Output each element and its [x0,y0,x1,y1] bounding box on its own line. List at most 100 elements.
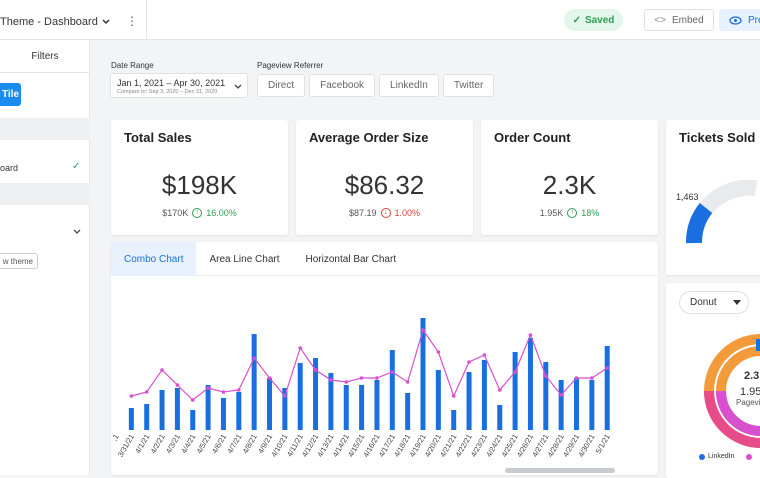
line-point [559,393,563,397]
line-point [298,346,303,350]
card-title: Average Order Size [309,130,429,145]
line-point [390,370,395,374]
line-point [144,390,149,394]
referrer-button[interactable]: LinkedIn [379,74,439,97]
change-icon: ↑ [567,208,578,218]
kpi-comparison: $87.19 ↓ 1.00% [296,208,473,218]
line-point [267,376,272,380]
bar [451,410,457,430]
referrer-button[interactable]: Direct [257,74,306,97]
change-icon: ↑ [192,208,203,218]
sidebar: Filters Tile oard ✓ w theme [0,40,90,475]
card-title: Total Sales [124,130,192,145]
chart-tab[interactable]: Area Line Chart [209,253,280,265]
line-point [405,380,410,384]
bar [236,392,242,430]
line-point [190,398,195,402]
caret [732,299,741,305]
tickets-card: Tickets Sold 1,463 [666,120,760,275]
kpi-comparison: $170K ↑ 16.00% [111,208,288,218]
gauge-value: 1,463 [676,192,699,202]
line-point [528,333,533,337]
referrer-label: Pageview Referrer [257,61,324,70]
filters-tab[interactable]: Filters [0,40,90,73]
section-header [0,118,90,140]
donut [704,334,760,448]
kpi-value: $86.32 [344,170,425,200]
x-tick-label: ,1 [110,433,121,443]
chevron [102,19,110,25]
chart-tab[interactable]: Combo Chart [111,242,197,276]
chart-tab[interactable]: Horizontal Bar Chart [305,253,397,265]
new-theme-button[interactable]: w theme [0,253,38,269]
compare-text: Compare to: Sep 3, 2020 – Dec 31, 2020 [117,89,218,95]
saved-badge: ✓ Saved [564,9,623,31]
line-point [574,376,579,380]
embed-text: Embed [672,14,704,26]
title-text: Theme - Dashboard [0,16,98,28]
chart-type-select[interactable]: Donut [679,291,749,314]
bar [251,334,257,430]
bar [205,385,211,430]
divider [146,0,147,40]
bar [313,358,319,430]
bar [343,385,349,430]
bar [174,388,180,430]
kebab-menu[interactable]: ⋮ [126,14,138,28]
bar [220,398,226,430]
dashboard-item[interactable]: oard [0,163,18,173]
dashboard-title[interactable]: Theme - Dashboard [0,16,111,28]
line-point [313,368,318,372]
change-value: 18% [581,208,600,218]
bar [481,360,487,430]
kpi-comparison: 1.95K ↑ 18% [481,208,658,218]
embed-button[interactable]: <> Embed [644,9,714,31]
bar [527,338,533,430]
line-point [590,376,594,380]
bar [389,350,395,430]
date-label: Date Range [111,61,154,70]
bar [497,405,503,430]
bar [374,380,380,430]
bar [159,390,165,430]
section-header [0,183,90,205]
line-point [160,368,164,372]
date-value: Jan 1, 2021 – Apr 30, 2021 [117,78,226,88]
line-point [175,383,180,387]
kpi-card: Total Sales $198K $170K ↑ 16.00% [111,120,288,235]
legend-item: LinkedIn [699,453,753,460]
button-text: Tile [1,89,20,100]
bar [282,388,288,430]
add-tile-button[interactable]: Tile [0,83,21,106]
line-point [344,380,349,384]
referrer-button[interactable]: Twitter [442,74,495,97]
bar [128,408,134,430]
line-point [451,394,456,398]
bar [190,410,196,430]
donut-value: 2.3 [744,370,760,382]
select-text: Donut [690,297,717,308]
referrer-buttons: Direct Facebook LinkedIn Twitter [257,74,495,97]
dropdown-chevron[interactable] [72,228,82,236]
bar [574,378,579,430]
gauge [686,180,758,244]
donut-label: Pagevi [736,398,760,407]
bar [558,380,564,430]
preview-text: Pre [748,14,760,26]
line-point [467,360,471,364]
kpi-card: Average Order Size $86.32 $87.19 ↓ 1.00% [296,120,473,235]
line-point [283,394,287,398]
bar [405,393,411,430]
line-point [221,390,226,394]
scrollbar[interactable] [505,468,615,473]
line-point [605,366,609,370]
line-point [375,376,379,380]
date-picker[interactable]: Jan 1, 2021 – Apr 30, 2021 Compare to: S… [110,73,248,98]
preview-button[interactable]: Pre [719,9,760,31]
saved-text: Saved [584,14,615,26]
referrer-button[interactable]: Facebook [309,74,376,97]
line-point [129,394,134,398]
legend-text: LinkedIn [708,453,735,460]
line-point [436,350,441,354]
